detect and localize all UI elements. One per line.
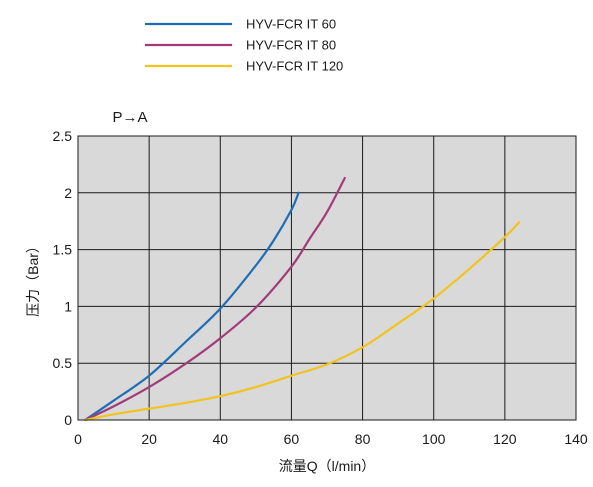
x-tick-label: 80: [355, 431, 371, 447]
plot-area: [78, 136, 576, 420]
y-axis-label: 压力（Bar）: [25, 239, 41, 317]
plot-border: [77, 135, 577, 421]
chart-subtitle: P→A: [112, 109, 147, 126]
x-tick-label: 100: [422, 431, 446, 447]
y-axis-ticks: 0 0.5 1 1.5 2 2.5: [53, 128, 73, 428]
x-tick-label: 40: [212, 431, 228, 447]
y-tick-label: 2: [64, 185, 72, 201]
y-tick-label: 1.5: [53, 242, 73, 258]
series-line-1: [84, 191, 300, 422]
x-tick-label: 0: [74, 431, 82, 447]
x-tick-label: 140: [564, 431, 588, 447]
y-tick-label: 0: [64, 412, 72, 428]
legend-label-3: HYV-FCR IT 120: [246, 59, 343, 74]
x-tick-label: 120: [493, 431, 517, 447]
x-axis-ticks: 0 20 40 60 80 100 120 140: [74, 431, 588, 447]
series-lines: [84, 176, 521, 422]
legend-label-2: HYV-FCR IT 80: [246, 38, 336, 53]
legend-label-1: HYV-FCR IT 60: [246, 17, 336, 32]
y-tick-label: 0.5: [53, 355, 73, 371]
series-line-2: [84, 176, 346, 422]
y-tick-label: 1: [64, 298, 72, 314]
series-line-3: [84, 221, 521, 422]
x-tick-label: 60: [284, 431, 300, 447]
y-tick-label: 2.5: [53, 128, 73, 144]
legend: HYV-FCR IT 60 HYV-FCR IT 80 HYV-FCR IT 120: [145, 17, 343, 74]
x-tick-label: 20: [141, 431, 157, 447]
x-axis-label: 流量Q（l/min）: [279, 458, 375, 474]
